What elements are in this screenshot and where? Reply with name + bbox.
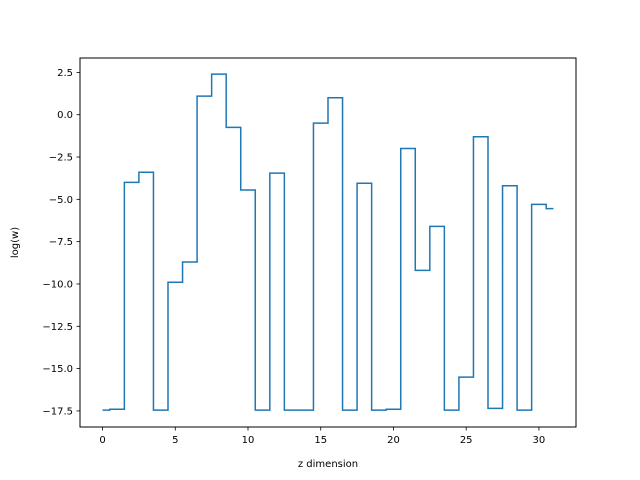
plot-frame (79, 57, 577, 428)
x-tick-label: 0 (99, 435, 105, 446)
y-tick-label: −12.5 (42, 322, 73, 333)
y-tick-label: −2.5 (49, 153, 73, 164)
series-line (102, 73, 554, 411)
y-tick-label: −5.0 (49, 195, 73, 206)
x-axis: 0 5 10 15 20 25 30 (99, 427, 545, 446)
y-tick-label: 0.0 (57, 110, 73, 121)
y-tick-label: −7.5 (49, 237, 73, 248)
y-tick-label: −15.0 (42, 364, 73, 375)
x-tick-label: 15 (314, 435, 327, 446)
x-tick-label: 20 (387, 435, 400, 446)
x-tick-label: 25 (460, 435, 473, 446)
y-axis: 2.5 0.0 −2.5 −5.0 −7.5 −10.0 −12.5 −15.0 −17.5 (42, 68, 80, 417)
x-axis-title: z dimension (298, 459, 358, 470)
y-tick-label: −17.5 (42, 406, 73, 417)
x-tick-label: 10 (242, 435, 255, 446)
y-tick-label: 2.5 (57, 68, 73, 79)
y-axis-title: log(w) (10, 227, 21, 258)
y-tick-label: −10.0 (42, 279, 73, 290)
x-tick-label: 5 (172, 435, 178, 446)
series-layer (102, 73, 554, 411)
x-tick-label: 30 (533, 435, 546, 446)
